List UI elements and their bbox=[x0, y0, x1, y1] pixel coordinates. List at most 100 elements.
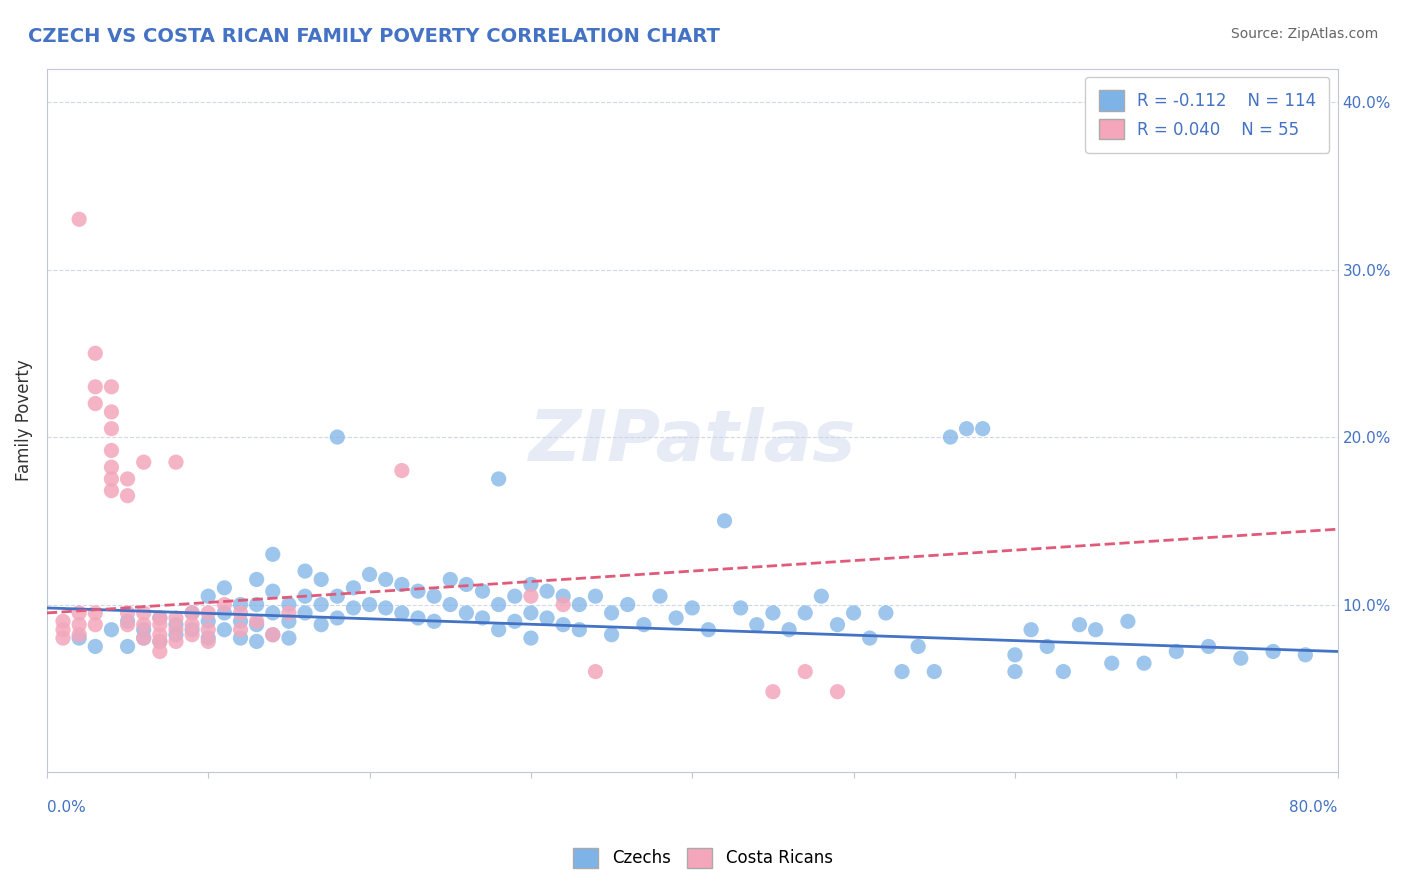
Point bbox=[326, 430, 349, 444]
Point bbox=[955, 422, 977, 436]
Point bbox=[132, 623, 155, 637]
Point bbox=[359, 598, 381, 612]
Point bbox=[1101, 656, 1123, 670]
Point bbox=[842, 606, 865, 620]
Point bbox=[1052, 665, 1074, 679]
Point bbox=[585, 665, 607, 679]
Point bbox=[342, 581, 364, 595]
Point bbox=[52, 623, 75, 637]
Point bbox=[100, 380, 122, 394]
Point bbox=[117, 615, 139, 629]
Point bbox=[67, 628, 90, 642]
Point bbox=[214, 598, 236, 612]
Y-axis label: Family Poverty: Family Poverty bbox=[15, 359, 32, 481]
Point bbox=[1133, 656, 1156, 670]
Point bbox=[309, 573, 332, 587]
Point bbox=[309, 598, 332, 612]
Point bbox=[1198, 640, 1220, 654]
Point bbox=[165, 455, 187, 469]
Point bbox=[246, 634, 269, 648]
Point bbox=[1004, 665, 1026, 679]
Point bbox=[277, 606, 299, 620]
Point bbox=[859, 631, 882, 645]
Point bbox=[423, 589, 446, 603]
Point bbox=[149, 634, 172, 648]
Point bbox=[246, 615, 269, 629]
Point bbox=[762, 606, 785, 620]
Point bbox=[810, 589, 832, 603]
Point bbox=[117, 617, 139, 632]
Point bbox=[117, 489, 139, 503]
Point bbox=[165, 617, 187, 632]
Point bbox=[633, 617, 655, 632]
Point bbox=[294, 589, 316, 603]
Point bbox=[907, 640, 929, 654]
Point bbox=[100, 422, 122, 436]
Point bbox=[794, 606, 817, 620]
Text: 0.0%: 0.0% bbox=[46, 800, 86, 815]
Point bbox=[84, 346, 107, 360]
Point bbox=[197, 589, 219, 603]
Point bbox=[181, 606, 204, 620]
Point bbox=[1166, 644, 1188, 658]
Point bbox=[681, 601, 703, 615]
Point bbox=[439, 598, 461, 612]
Legend: R = -0.112    N = 114, R = 0.040    N = 55: R = -0.112 N = 114, R = 0.040 N = 55 bbox=[1085, 77, 1329, 153]
Point bbox=[181, 628, 204, 642]
Point bbox=[568, 623, 591, 637]
Point bbox=[100, 443, 122, 458]
Point bbox=[1294, 648, 1316, 662]
Point bbox=[100, 483, 122, 498]
Text: 80.0%: 80.0% bbox=[1289, 800, 1337, 815]
Point bbox=[471, 584, 494, 599]
Point bbox=[229, 598, 252, 612]
Point bbox=[149, 611, 172, 625]
Point bbox=[294, 606, 316, 620]
Point bbox=[391, 606, 413, 620]
Point bbox=[262, 547, 284, 561]
Point bbox=[214, 623, 236, 637]
Point bbox=[536, 611, 558, 625]
Point bbox=[730, 601, 752, 615]
Legend: Czechs, Costa Ricans: Czechs, Costa Ricans bbox=[567, 841, 839, 875]
Point bbox=[132, 606, 155, 620]
Point bbox=[67, 606, 90, 620]
Point bbox=[84, 396, 107, 410]
Point bbox=[197, 606, 219, 620]
Point bbox=[616, 598, 638, 612]
Point bbox=[1036, 640, 1059, 654]
Point bbox=[84, 380, 107, 394]
Point bbox=[262, 584, 284, 599]
Point bbox=[600, 606, 623, 620]
Point bbox=[762, 684, 785, 698]
Point bbox=[52, 615, 75, 629]
Point bbox=[520, 631, 543, 645]
Point bbox=[100, 623, 122, 637]
Point bbox=[342, 601, 364, 615]
Point bbox=[778, 623, 800, 637]
Point bbox=[197, 623, 219, 637]
Point bbox=[52, 631, 75, 645]
Point bbox=[262, 628, 284, 642]
Point bbox=[84, 617, 107, 632]
Point bbox=[891, 665, 914, 679]
Point bbox=[568, 598, 591, 612]
Point bbox=[697, 623, 720, 637]
Point bbox=[197, 615, 219, 629]
Point bbox=[229, 623, 252, 637]
Text: Source: ZipAtlas.com: Source: ZipAtlas.com bbox=[1230, 27, 1378, 41]
Point bbox=[600, 628, 623, 642]
Point bbox=[132, 631, 155, 645]
Point bbox=[262, 628, 284, 642]
Point bbox=[503, 615, 526, 629]
Point bbox=[745, 617, 768, 632]
Point bbox=[67, 617, 90, 632]
Point bbox=[149, 634, 172, 648]
Point bbox=[520, 606, 543, 620]
Point bbox=[553, 589, 575, 603]
Point bbox=[406, 584, 429, 599]
Point bbox=[165, 634, 187, 648]
Point bbox=[536, 584, 558, 599]
Text: CZECH VS COSTA RICAN FAMILY POVERTY CORRELATION CHART: CZECH VS COSTA RICAN FAMILY POVERTY CORR… bbox=[28, 27, 720, 45]
Point bbox=[359, 567, 381, 582]
